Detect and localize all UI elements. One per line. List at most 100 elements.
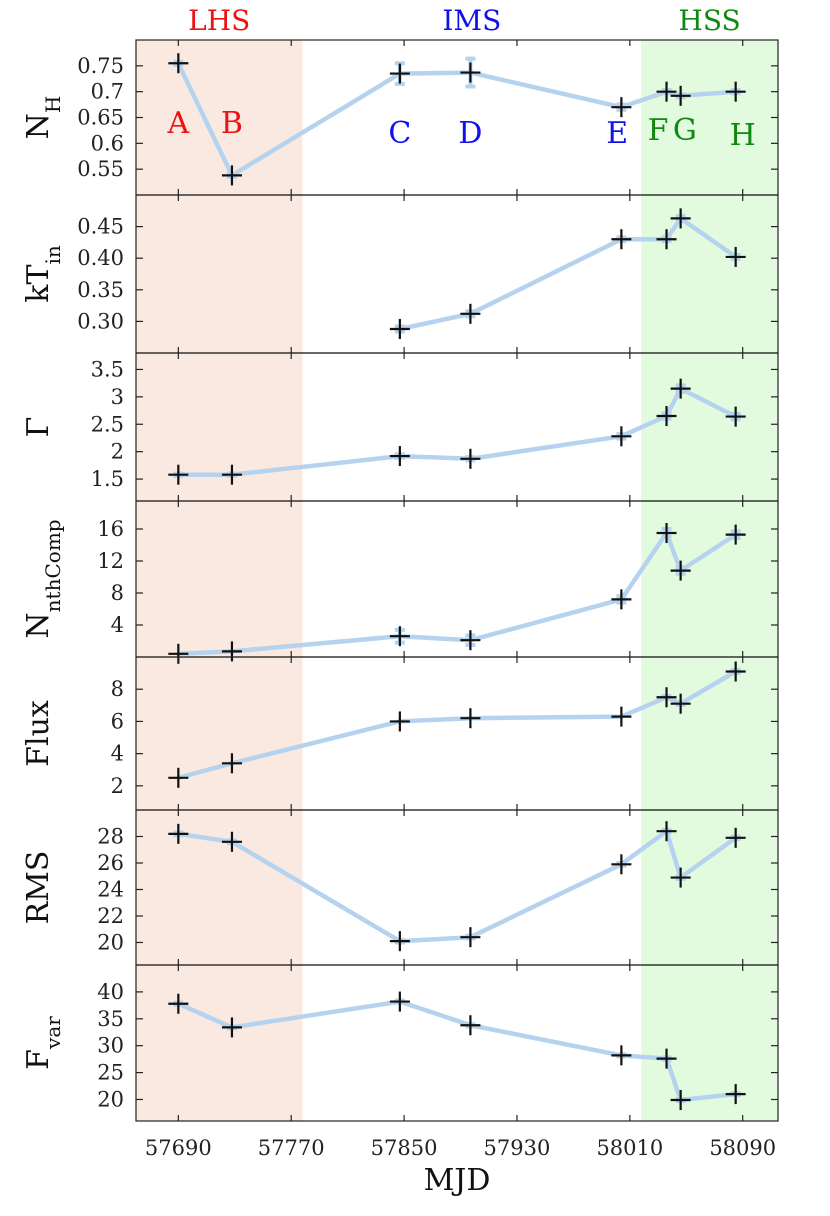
state-labels: LHS IMS HSS — [188, 4, 741, 37]
data-point — [670, 85, 691, 106]
y-tick-label: 26 — [97, 851, 124, 875]
data-point — [460, 303, 481, 324]
y-axis-label: Flux — [21, 700, 56, 767]
data-point — [460, 630, 481, 651]
data-point — [725, 661, 746, 682]
data-point — [611, 854, 632, 875]
y-tick-label: 0.7 — [91, 80, 124, 104]
state-label-ims: IMS — [442, 4, 501, 37]
data-point — [389, 931, 410, 952]
y-tick-label: 16 — [97, 517, 124, 541]
y-tick-label: 0.45 — [77, 215, 124, 239]
state-band-lhs — [136, 40, 303, 1121]
y-tick-label: 3 — [111, 385, 124, 409]
y-tick-label: 3.5 — [91, 357, 124, 381]
point-label-e: E — [606, 116, 628, 151]
data-point — [389, 626, 410, 647]
data-point — [389, 318, 410, 339]
data-point — [168, 767, 189, 788]
x-tick-label: 58090 — [709, 1136, 776, 1160]
y-tick-label: 35 — [97, 1007, 124, 1031]
y-tick-label: 20 — [97, 1087, 124, 1111]
y-tick-label: 2 — [111, 774, 124, 798]
x-axis-label: MJD — [424, 1163, 491, 1198]
y-axis-label: RMS — [21, 851, 56, 925]
data-point — [168, 53, 189, 74]
panel-3: 3.5 3 2.5 2 1.5 Γ — [21, 352, 779, 502]
point-label-a: A — [166, 106, 189, 141]
data-point — [670, 378, 691, 399]
series-line — [176, 530, 738, 657]
data-point — [611, 589, 632, 610]
y-tick-label: 0.30 — [77, 309, 124, 333]
data-point — [670, 1090, 691, 1111]
x-tick-label: 57850 — [371, 1136, 438, 1160]
panel-5: 8 6 4 2 Flux — [21, 656, 779, 811]
panel-4: 16 12 8 4 NnthComp — [21, 500, 779, 664]
y-axis-label: kTin — [21, 245, 65, 303]
y-tick-label: 0.75 — [77, 54, 124, 78]
series-line — [176, 828, 738, 944]
data-point — [656, 821, 677, 842]
data-point — [656, 229, 677, 250]
y-axis-label: Γ — [21, 417, 56, 438]
data-point — [460, 448, 481, 469]
state-band-hss — [641, 40, 778, 1121]
point-label-d: D — [458, 116, 482, 151]
data-point — [725, 406, 746, 427]
y-tick-label: 0.35 — [77, 278, 124, 302]
y-tick-label: 12 — [97, 549, 124, 573]
state-backgrounds — [136, 40, 778, 1121]
y-tick-label: 20 — [97, 930, 124, 954]
data-point — [168, 993, 189, 1014]
data-point — [460, 62, 481, 83]
data-point — [656, 687, 677, 708]
y-axis-label: NnthComp — [21, 519, 65, 638]
data-point — [221, 831, 242, 852]
y-tick-label: 0.65 — [77, 106, 124, 130]
x-tick-label: 57770 — [258, 1136, 325, 1160]
panel-frame — [135, 964, 779, 1122]
series-line — [176, 999, 738, 1103]
y-tick-label: 22 — [97, 904, 124, 928]
data-point — [725, 1084, 746, 1105]
y-axis-label-sub: H — [41, 96, 65, 113]
data-point — [656, 406, 677, 427]
data-point — [611, 706, 632, 727]
y-axis-label-main: Γ — [21, 417, 56, 438]
y-tick-label: 0.55 — [77, 157, 124, 181]
data-point — [725, 524, 746, 545]
point-label-c: C — [388, 116, 411, 151]
data-point — [168, 823, 189, 844]
y-axis-label-sub: in — [41, 245, 65, 264]
data-point — [611, 426, 632, 447]
y-tick-label: 2 — [111, 440, 124, 464]
data-point — [670, 867, 691, 888]
data-point — [670, 693, 691, 714]
y-axis-label: Fvar — [21, 1016, 65, 1070]
data-point — [670, 560, 691, 581]
y-axis-label-main: kT — [21, 265, 56, 303]
y-axis-label-main: N — [21, 612, 56, 638]
data-point — [389, 446, 410, 467]
y-tick-label: 4 — [111, 742, 124, 766]
data-point — [611, 1045, 632, 1066]
y-tick-label: 40 — [97, 980, 124, 1004]
y-axis-label: NH — [21, 96, 65, 140]
data-point — [460, 708, 481, 729]
data-point — [656, 523, 677, 543]
data-point — [656, 81, 677, 102]
state-label-hss: HSS — [678, 4, 740, 37]
data-point — [460, 927, 481, 948]
point-label-b: B — [221, 106, 243, 141]
point-label-h: H — [730, 118, 756, 153]
series-line — [397, 216, 738, 332]
data-point — [221, 753, 242, 774]
data-point — [611, 97, 632, 118]
data-point — [725, 81, 746, 102]
data-point — [389, 63, 410, 84]
data-point — [670, 208, 691, 229]
